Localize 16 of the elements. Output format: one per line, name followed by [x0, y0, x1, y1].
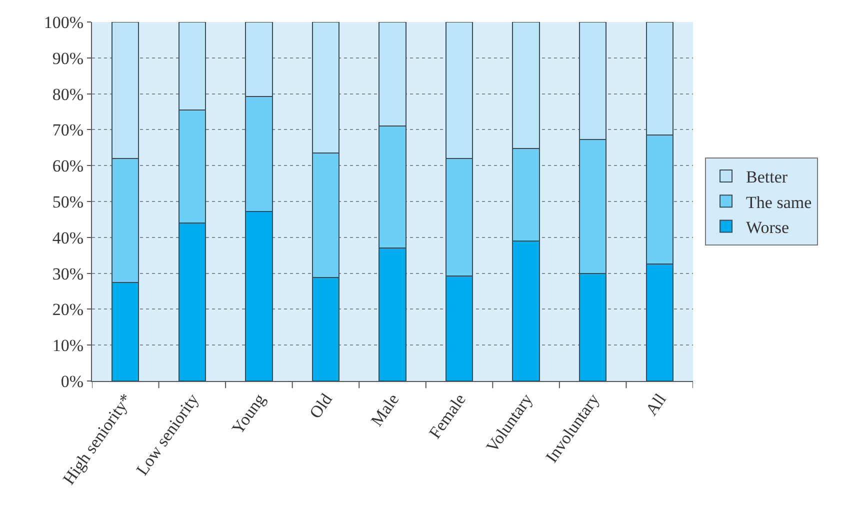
- y-tick-label: 50%: [52, 192, 84, 212]
- legend-label: Worse: [746, 218, 790, 237]
- x-tick-label: Old: [306, 390, 336, 422]
- y-tick-label: 80%: [52, 84, 84, 104]
- y-tick-label: 30%: [52, 264, 84, 284]
- y-tick-label: 60%: [52, 156, 84, 176]
- y-tick-label: 90%: [52, 48, 84, 68]
- legend-label: The same: [746, 192, 812, 212]
- y-tick-label: 70%: [52, 120, 84, 140]
- legend-label: Better: [746, 168, 788, 187]
- y-tick-label: 40%: [52, 228, 84, 248]
- y-tick-label: 20%: [52, 300, 84, 320]
- y-tick-label: 0%: [60, 372, 84, 391]
- y-tick-label: 10%: [52, 336, 84, 356]
- y-tick-label: 100%: [44, 12, 84, 32]
- x-tick-label: All: [642, 390, 670, 419]
